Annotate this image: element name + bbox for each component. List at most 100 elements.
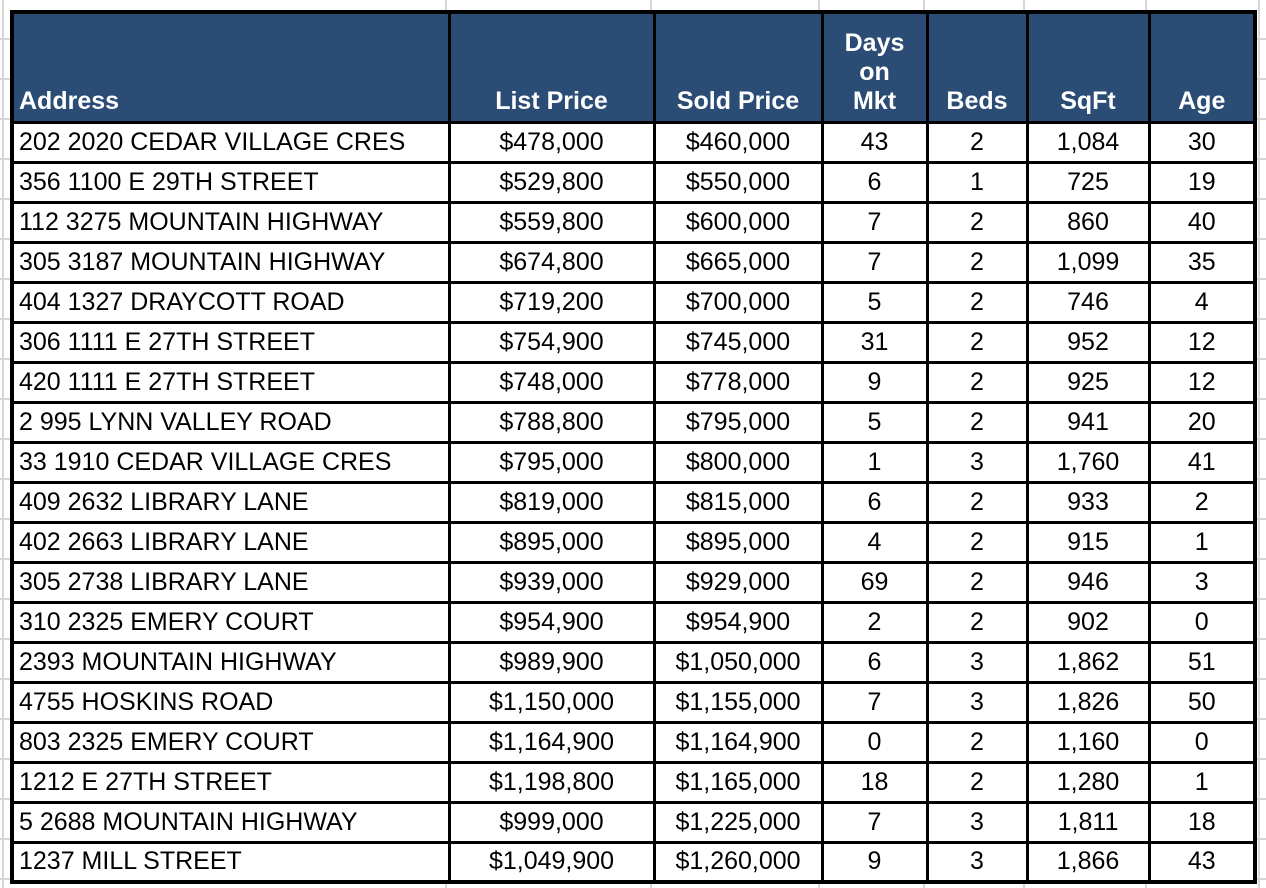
cell-sqft[interactable]: 1,099	[1025, 240, 1151, 284]
cell-age[interactable]: 3	[1147, 560, 1257, 604]
cell-address[interactable]: 803 2325 EMERY COURT	[10, 720, 451, 764]
cell-sold_price[interactable]: $800,000	[652, 440, 824, 484]
column-header-sold_price[interactable]: Sold Price	[652, 10, 824, 124]
cell-sqft[interactable]: 1,160	[1025, 720, 1151, 764]
cell-sold_price[interactable]: $1,260,000	[652, 840, 824, 884]
cell-sold_price[interactable]: $1,225,000	[652, 800, 824, 844]
cell-sold_price[interactable]: $550,000	[652, 160, 824, 204]
cell-days_on_mkt[interactable]: 4	[820, 520, 929, 564]
cell-days_on_mkt[interactable]: 7	[820, 200, 929, 244]
cell-list_price[interactable]: $795,000	[447, 440, 656, 484]
cell-age[interactable]: 12	[1147, 360, 1257, 404]
cell-beds[interactable]: 3	[925, 640, 1029, 684]
cell-beds[interactable]: 2	[925, 280, 1029, 324]
cell-list_price[interactable]: $1,150,000	[447, 680, 656, 724]
cell-beds[interactable]: 2	[925, 480, 1029, 524]
cell-sold_price[interactable]: $778,000	[652, 360, 824, 404]
cell-days_on_mkt[interactable]: 6	[820, 480, 929, 524]
cell-beds[interactable]: 3	[925, 440, 1029, 484]
cell-list_price[interactable]: $999,000	[447, 800, 656, 844]
cell-sqft[interactable]: 946	[1025, 560, 1151, 604]
cell-list_price[interactable]: $954,900	[447, 600, 656, 644]
cell-sold_price[interactable]: $954,900	[652, 600, 824, 644]
cell-sqft[interactable]: 860	[1025, 200, 1151, 244]
cell-beds[interactable]: 2	[925, 240, 1029, 284]
cell-beds[interactable]: 2	[925, 560, 1029, 604]
cell-days_on_mkt[interactable]: 31	[820, 320, 929, 364]
cell-sold_price[interactable]: $700,000	[652, 280, 824, 324]
cell-sqft[interactable]: 1,826	[1025, 680, 1151, 724]
cell-age[interactable]: 0	[1147, 600, 1257, 644]
cell-days_on_mkt[interactable]: 7	[820, 800, 929, 844]
cell-days_on_mkt[interactable]: 9	[820, 360, 929, 404]
cell-address[interactable]: 112 3275 MOUNTAIN HIGHWAY	[10, 200, 451, 244]
column-header-address[interactable]: Address	[10, 10, 451, 124]
cell-sold_price[interactable]: $600,000	[652, 200, 824, 244]
cell-sqft[interactable]: 941	[1025, 400, 1151, 444]
cell-sold_price[interactable]: $929,000	[652, 560, 824, 604]
cell-sold_price[interactable]: $1,050,000	[652, 640, 824, 684]
cell-address[interactable]: 1212 E 27TH STREET	[10, 760, 451, 804]
cell-age[interactable]: 0	[1147, 720, 1257, 764]
cell-list_price[interactable]: $674,800	[447, 240, 656, 284]
cell-days_on_mkt[interactable]: 6	[820, 160, 929, 204]
cell-age[interactable]: 12	[1147, 320, 1257, 364]
cell-days_on_mkt[interactable]: 18	[820, 760, 929, 804]
cell-list_price[interactable]: $939,000	[447, 560, 656, 604]
cell-sold_price[interactable]: $1,155,000	[652, 680, 824, 724]
cell-age[interactable]: 19	[1147, 160, 1257, 204]
cell-address[interactable]: 420 1111 E 27TH STREET	[10, 360, 451, 404]
cell-sqft[interactable]: 1,084	[1025, 120, 1151, 164]
cell-sqft[interactable]: 952	[1025, 320, 1151, 364]
cell-list_price[interactable]: $559,800	[447, 200, 656, 244]
cell-list_price[interactable]: $819,000	[447, 480, 656, 524]
cell-days_on_mkt[interactable]: 2	[820, 600, 929, 644]
cell-beds[interactable]: 2	[925, 720, 1029, 764]
cell-address[interactable]: 4755 HOSKINS ROAD	[10, 680, 451, 724]
cell-sqft[interactable]: 1,862	[1025, 640, 1151, 684]
cell-days_on_mkt[interactable]: 7	[820, 680, 929, 724]
column-header-days_on_mkt[interactable]: Days on Mkt	[820, 10, 929, 124]
cell-beds[interactable]: 3	[925, 680, 1029, 724]
cell-sold_price[interactable]: $665,000	[652, 240, 824, 284]
cell-list_price[interactable]: $1,198,800	[447, 760, 656, 804]
cell-age[interactable]: 50	[1147, 680, 1257, 724]
cell-sqft[interactable]: 1,866	[1025, 840, 1151, 884]
cell-address[interactable]: 2393 MOUNTAIN HIGHWAY	[10, 640, 451, 684]
cell-days_on_mkt[interactable]: 6	[820, 640, 929, 684]
cell-sqft[interactable]: 1,811	[1025, 800, 1151, 844]
cell-address[interactable]: 1237 MILL STREET	[10, 840, 451, 884]
cell-sold_price[interactable]: $1,164,900	[652, 720, 824, 764]
cell-days_on_mkt[interactable]: 5	[820, 280, 929, 324]
cell-age[interactable]: 30	[1147, 120, 1257, 164]
cell-list_price[interactable]: $895,000	[447, 520, 656, 564]
cell-address[interactable]: 306 1111 E 27TH STREET	[10, 320, 451, 364]
cell-list_price[interactable]: $989,900	[447, 640, 656, 684]
cell-address[interactable]: 310 2325 EMERY COURT	[10, 600, 451, 644]
cell-sqft[interactable]: 1,280	[1025, 760, 1151, 804]
cell-sqft[interactable]: 902	[1025, 600, 1151, 644]
cell-beds[interactable]: 2	[925, 400, 1029, 444]
cell-sold_price[interactable]: $460,000	[652, 120, 824, 164]
cell-age[interactable]: 35	[1147, 240, 1257, 284]
column-header-list_price[interactable]: List Price	[447, 10, 656, 124]
cell-days_on_mkt[interactable]: 1	[820, 440, 929, 484]
cell-list_price[interactable]: $478,000	[447, 120, 656, 164]
cell-sold_price[interactable]: $815,000	[652, 480, 824, 524]
cell-sqft[interactable]: 1,760	[1025, 440, 1151, 484]
cell-address[interactable]: 356 1100 E 29TH STREET	[10, 160, 451, 204]
cell-days_on_mkt[interactable]: 69	[820, 560, 929, 604]
cell-age[interactable]: 43	[1147, 840, 1257, 884]
cell-beds[interactable]: 2	[925, 600, 1029, 644]
cell-list_price[interactable]: $748,000	[447, 360, 656, 404]
cell-address[interactable]: 305 2738 LIBRARY LANE	[10, 560, 451, 604]
cell-sqft[interactable]: 746	[1025, 280, 1151, 324]
cell-address[interactable]: 409 2632 LIBRARY LANE	[10, 480, 451, 524]
cell-age[interactable]: 20	[1147, 400, 1257, 444]
cell-beds[interactable]: 2	[925, 320, 1029, 364]
column-header-sqft[interactable]: SqFt	[1025, 10, 1151, 124]
cell-age[interactable]: 4	[1147, 280, 1257, 324]
cell-list_price[interactable]: $1,049,900	[447, 840, 656, 884]
cell-beds[interactable]: 3	[925, 840, 1029, 884]
cell-sold_price[interactable]: $895,000	[652, 520, 824, 564]
